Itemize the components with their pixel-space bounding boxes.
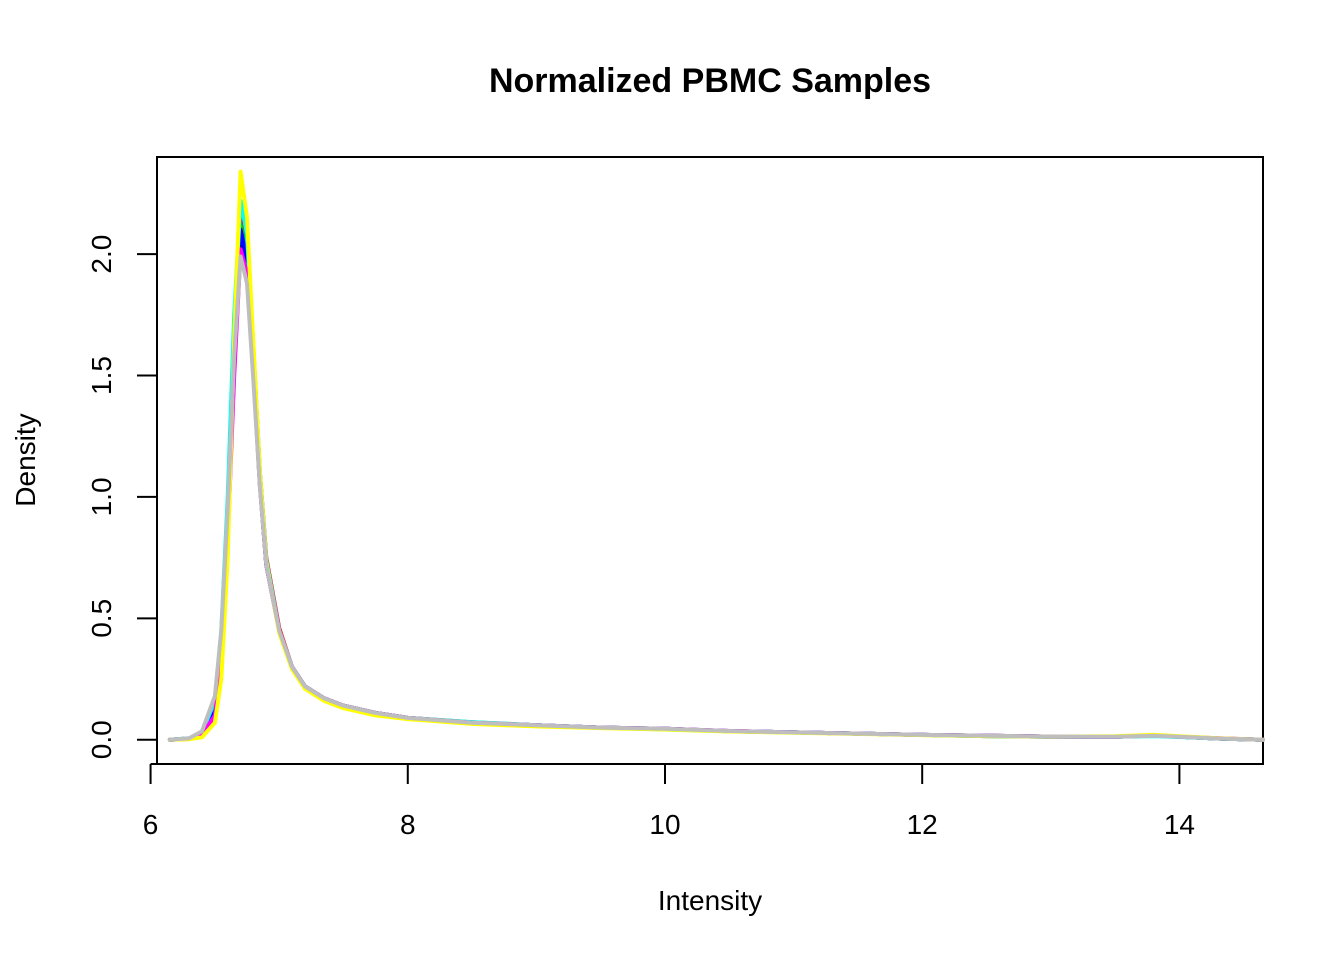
density-line-1 [167, 232, 1265, 742]
y-axis-title: Density [10, 413, 41, 506]
x-axis-title: Intensity [658, 885, 762, 916]
x-tick-label: 8 [400, 809, 416, 840]
x-tick-label: 12 [907, 809, 938, 840]
x-axis: 6 8 10 12 14 [143, 763, 1195, 840]
density-line-2 [167, 208, 1265, 742]
x-tick-label: 14 [1164, 809, 1195, 840]
y-tick-label: 1.0 [86, 477, 117, 516]
y-tick-label: 1.5 [86, 356, 117, 395]
y-tick-label: 0.0 [86, 720, 117, 759]
density-line-5 [167, 198, 1265, 742]
y-tick-label: 2.0 [86, 235, 117, 274]
x-tick-label: 6 [143, 809, 159, 840]
density-line-7 [167, 169, 1265, 742]
density-line-3 [167, 223, 1265, 742]
density-line-8 [167, 254, 1265, 742]
plot-frame [156, 156, 1264, 765]
y-axis: 0.0 0.5 1.0 1.5 2.0 [86, 235, 158, 759]
chart-title: Normalized PBMC Samples [489, 62, 931, 100]
density-line-6 [167, 247, 1265, 742]
y-tick-label: 0.5 [86, 599, 117, 638]
x-tick-label: 10 [649, 809, 680, 840]
density-line-4 [167, 227, 1265, 742]
series-layer [167, 169, 1265, 742]
